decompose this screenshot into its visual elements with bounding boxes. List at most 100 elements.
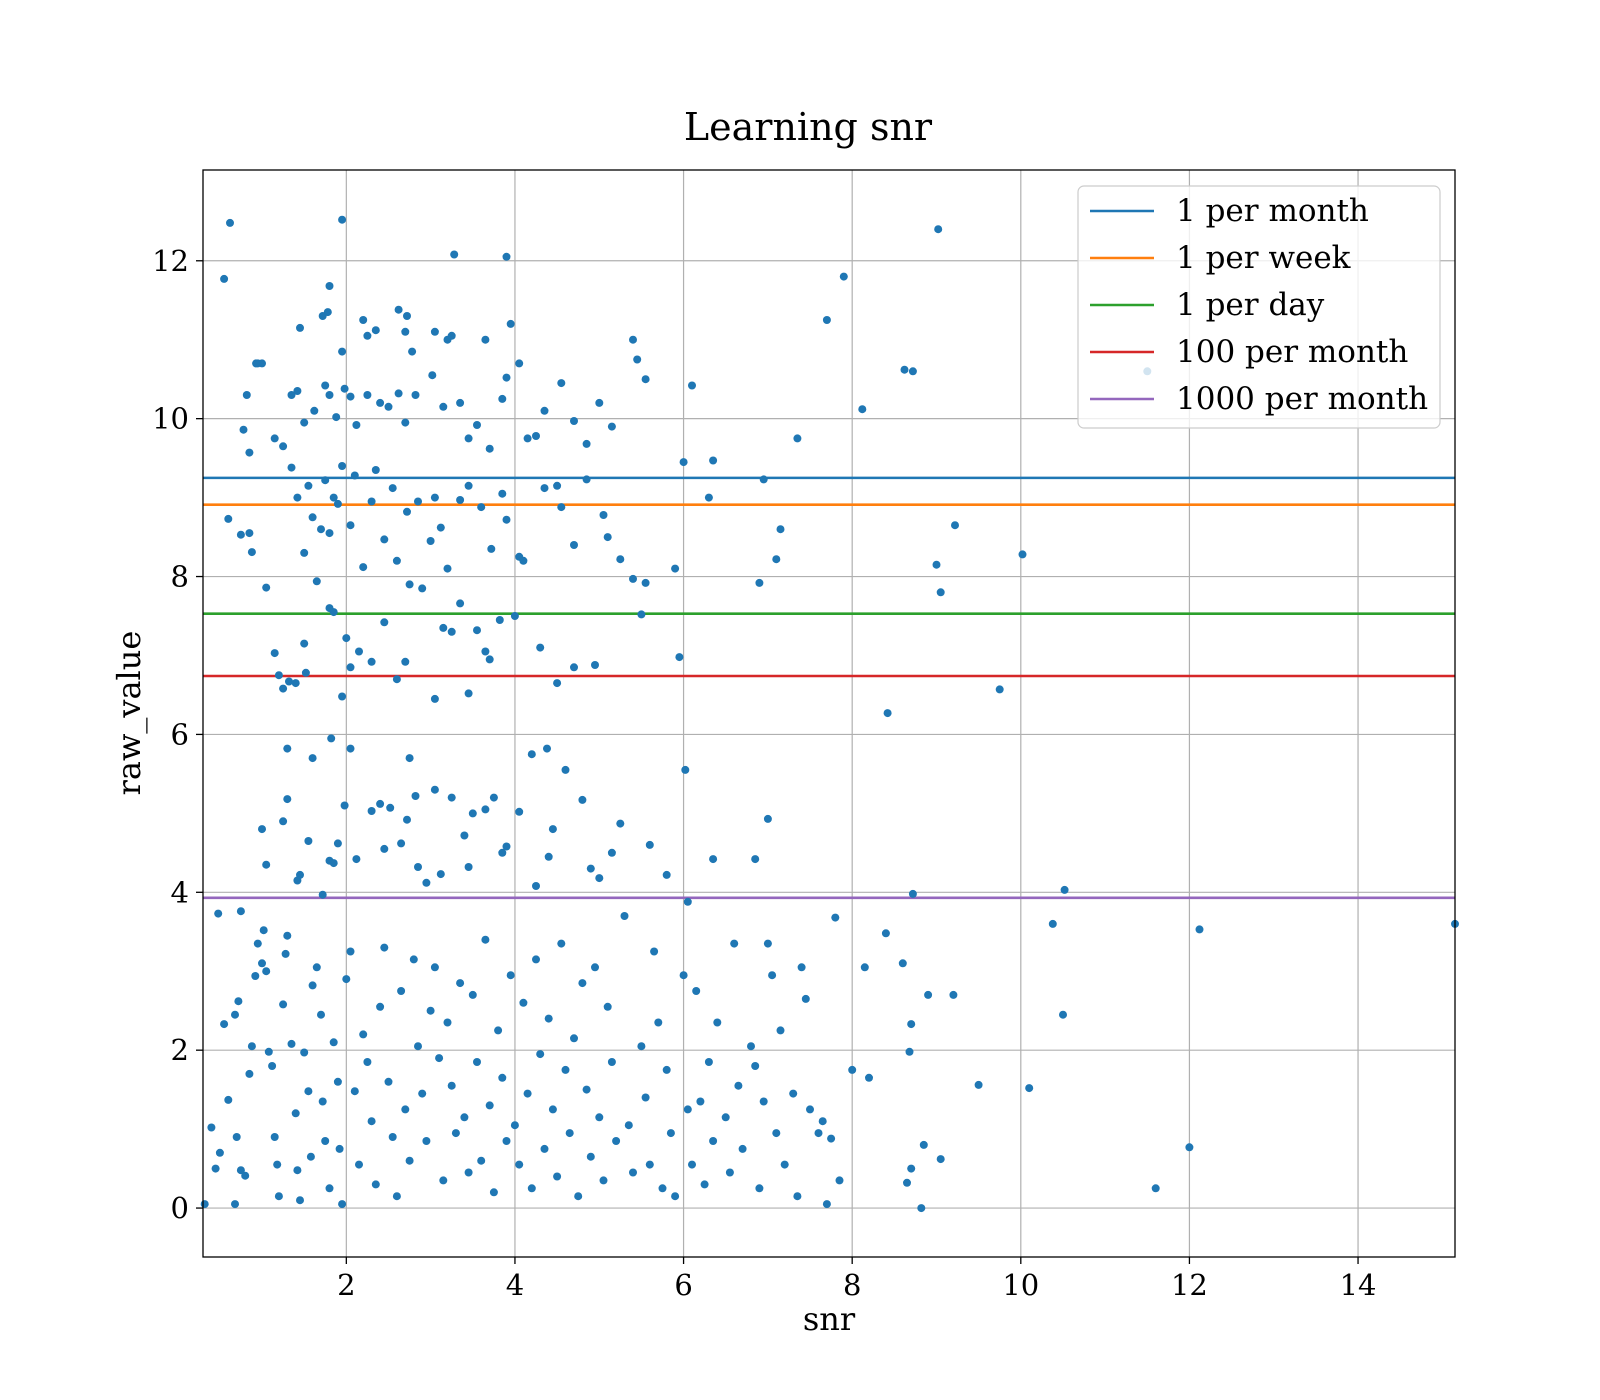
data-point [333, 1077, 342, 1086]
data-point [258, 359, 266, 368]
data-point [439, 623, 448, 632]
data-point [414, 863, 422, 871]
x-tick-label: 14 [1340, 1268, 1377, 1302]
data-point [570, 541, 578, 549]
data-point [300, 418, 309, 427]
data-point [363, 391, 372, 399]
data-point [578, 979, 587, 988]
data-point [279, 817, 288, 826]
data-point [359, 316, 368, 324]
data-point [561, 765, 570, 774]
data-point [234, 997, 243, 1006]
legend-label: 1000 per month [1176, 381, 1428, 417]
y-tick-label: 2 [171, 1033, 189, 1067]
data-point [709, 456, 718, 465]
data-point [355, 1160, 363, 1169]
data-point [883, 709, 892, 718]
data-point [338, 462, 347, 470]
legend-label: 1 per day [1176, 287, 1325, 323]
data-point [905, 1047, 914, 1056]
data-point [818, 1117, 827, 1126]
data-point [578, 795, 587, 804]
data-point [709, 1137, 718, 1145]
data-point [342, 975, 351, 984]
data-point [557, 939, 566, 948]
data-point [751, 1062, 760, 1070]
data-point [450, 250, 459, 259]
data-point [333, 499, 342, 508]
data-point [321, 1137, 330, 1145]
data-point [376, 398, 385, 407]
data-point [304, 481, 313, 490]
data-point [822, 316, 831, 324]
data-point [388, 1133, 397, 1141]
data-point [346, 663, 355, 672]
data-point [582, 1085, 591, 1094]
data-point [392, 1192, 401, 1201]
data-point [296, 1196, 304, 1205]
data-point [270, 434, 279, 443]
data-point [532, 882, 540, 890]
data-point [245, 448, 254, 457]
data-point [574, 1192, 583, 1201]
data-point [325, 282, 334, 290]
data-point [544, 852, 553, 861]
data-point [1059, 1010, 1067, 1019]
data-point [325, 529, 334, 538]
data-point [570, 663, 578, 672]
data-point [252, 359, 261, 368]
data-point [839, 272, 848, 281]
data-point [359, 1030, 368, 1039]
data-point [806, 1105, 814, 1114]
data-point [498, 848, 507, 857]
data-point [485, 655, 494, 664]
data-point [376, 799, 385, 808]
data-point [763, 939, 772, 948]
data-point [519, 998, 528, 1007]
data-point [624, 1121, 633, 1130]
data-point [468, 990, 477, 999]
x-tick-label: 4 [506, 1268, 524, 1302]
data-point [675, 653, 684, 662]
data-point [274, 671, 283, 680]
data-point [430, 963, 439, 972]
data-point [924, 990, 933, 999]
data-point [612, 1137, 621, 1145]
data-point [671, 1192, 680, 1201]
data-point [502, 842, 511, 851]
data-point [380, 618, 389, 627]
data-point [498, 1073, 507, 1082]
data-point [498, 489, 507, 498]
data-point [443, 1018, 452, 1027]
data-point [641, 578, 650, 587]
data-point [679, 971, 688, 980]
data-point [464, 434, 473, 443]
data-point [293, 493, 302, 502]
data-point [239, 425, 248, 434]
data-point [321, 476, 330, 485]
legend-label: 1 per week [1176, 240, 1351, 276]
data-point [908, 889, 917, 898]
data-point [620, 912, 629, 920]
data-point [335, 1144, 344, 1153]
data-point [338, 347, 347, 356]
data-point [301, 668, 310, 677]
y-tick-label: 0 [171, 1191, 189, 1225]
data-point [414, 497, 422, 506]
data-point [329, 493, 338, 502]
data-point [304, 837, 313, 845]
data-point [318, 1097, 327, 1106]
data-point [936, 588, 945, 597]
data-point [283, 931, 292, 940]
data-point [401, 327, 410, 336]
data-point [591, 661, 599, 669]
data-point [456, 398, 465, 407]
data-point [367, 657, 376, 666]
data-point [403, 507, 411, 516]
data-point [403, 312, 411, 320]
data-point [363, 331, 372, 340]
data-point [247, 1042, 256, 1051]
data-point [553, 1172, 562, 1181]
data-point [236, 907, 245, 916]
data-point [405, 580, 414, 589]
